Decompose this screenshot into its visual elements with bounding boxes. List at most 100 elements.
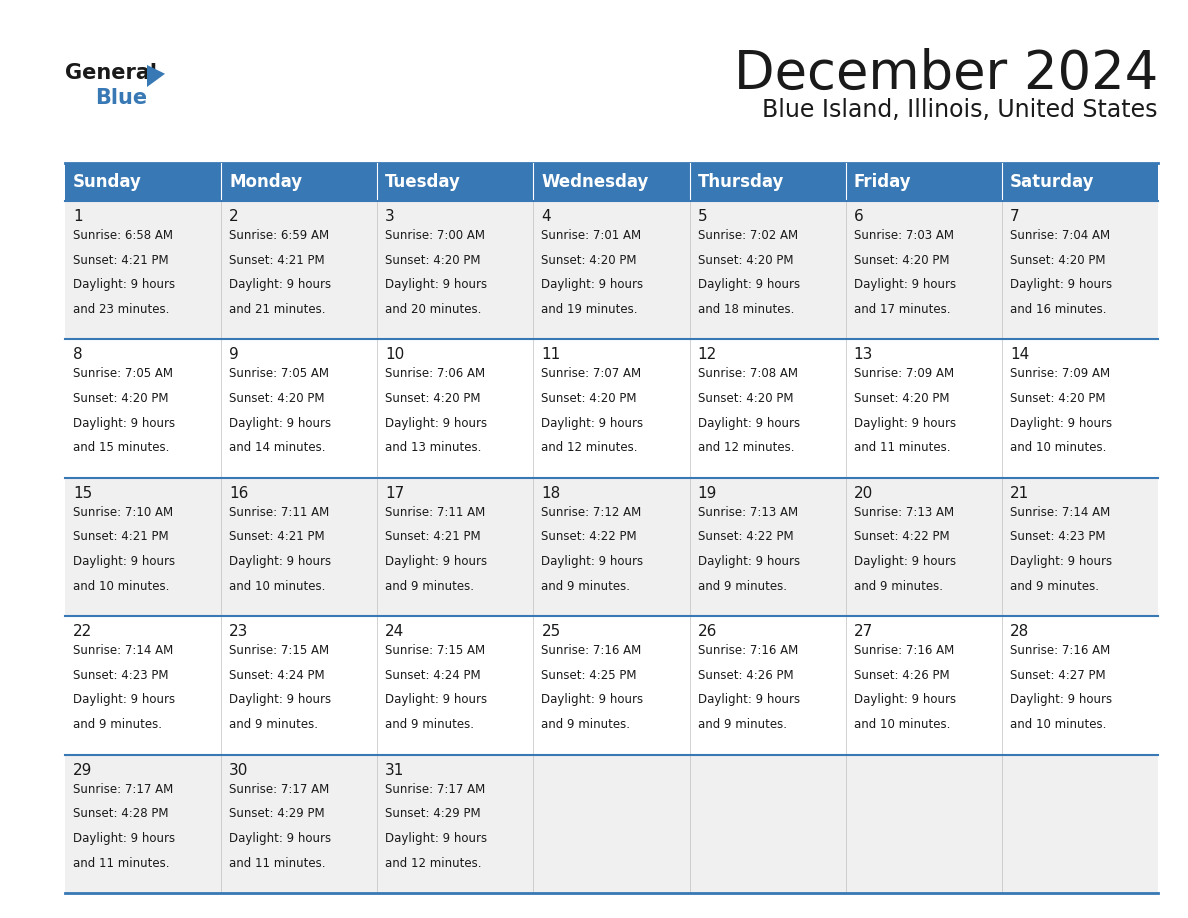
Text: 8: 8 (72, 347, 83, 363)
Bar (689, 201, 846, 340)
Text: and 10 minutes.: and 10 minutes. (1010, 442, 1106, 454)
Text: 5: 5 (697, 209, 707, 224)
Text: Sunset: 4:29 PM: Sunset: 4:29 PM (385, 807, 481, 821)
Bar (65, 201, 221, 340)
Text: Sunset: 4:29 PM: Sunset: 4:29 PM (229, 807, 324, 821)
Text: Sunset: 4:24 PM: Sunset: 4:24 PM (385, 669, 481, 682)
Bar (221, 201, 378, 340)
Text: Sunrise: 7:12 AM: Sunrise: 7:12 AM (542, 506, 642, 519)
Text: and 12 minutes.: and 12 minutes. (385, 856, 482, 869)
Text: Sunrise: 7:00 AM: Sunrise: 7:00 AM (385, 229, 485, 242)
Bar (846, 616, 1001, 755)
Bar (65, 616, 221, 755)
Text: Sunrise: 7:09 AM: Sunrise: 7:09 AM (854, 367, 954, 380)
Text: Thursday: Thursday (697, 173, 784, 191)
Text: Sunset: 4:20 PM: Sunset: 4:20 PM (229, 392, 324, 405)
Text: and 12 minutes.: and 12 minutes. (542, 442, 638, 454)
Bar (1001, 755, 1158, 893)
Text: 9: 9 (229, 347, 239, 363)
Text: and 10 minutes.: and 10 minutes. (72, 579, 170, 593)
Text: Saturday: Saturday (1010, 173, 1094, 191)
Bar (846, 477, 1001, 616)
Bar (533, 340, 689, 477)
Bar (1001, 616, 1158, 755)
Text: 10: 10 (385, 347, 405, 363)
Bar (689, 755, 846, 893)
Bar (65, 340, 221, 477)
Text: Daylight: 9 hours: Daylight: 9 hours (385, 278, 487, 291)
Bar (378, 201, 533, 340)
Text: 21: 21 (1010, 486, 1029, 501)
Text: and 12 minutes.: and 12 minutes. (697, 442, 794, 454)
Text: and 11 minutes.: and 11 minutes. (854, 442, 950, 454)
Bar (689, 477, 846, 616)
Text: 2: 2 (229, 209, 239, 224)
Bar (846, 163, 1001, 201)
Text: Sunrise: 7:17 AM: Sunrise: 7:17 AM (72, 783, 173, 796)
Text: 4: 4 (542, 209, 551, 224)
Bar (846, 201, 1001, 340)
Text: and 18 minutes.: and 18 minutes. (697, 303, 794, 316)
Text: 18: 18 (542, 486, 561, 501)
Text: Tuesday: Tuesday (385, 173, 461, 191)
Bar (533, 616, 689, 755)
Text: 31: 31 (385, 763, 405, 778)
Text: 26: 26 (697, 624, 716, 639)
Text: Sunrise: 7:11 AM: Sunrise: 7:11 AM (229, 506, 329, 519)
Text: Daylight: 9 hours: Daylight: 9 hours (697, 555, 800, 568)
Text: Sunset: 4:21 PM: Sunset: 4:21 PM (229, 531, 324, 543)
Text: and 11 minutes.: and 11 minutes. (72, 856, 170, 869)
Bar (1001, 163, 1158, 201)
Text: Sunrise: 7:13 AM: Sunrise: 7:13 AM (697, 506, 797, 519)
Bar (846, 340, 1001, 477)
Text: Daylight: 9 hours: Daylight: 9 hours (1010, 278, 1112, 291)
Text: 17: 17 (385, 486, 405, 501)
Text: Daylight: 9 hours: Daylight: 9 hours (542, 555, 644, 568)
Text: Sunrise: 7:16 AM: Sunrise: 7:16 AM (1010, 644, 1110, 657)
Text: Sunrise: 7:01 AM: Sunrise: 7:01 AM (542, 229, 642, 242)
Text: Blue Island, Illinois, United States: Blue Island, Illinois, United States (763, 98, 1158, 122)
Text: Sunset: 4:26 PM: Sunset: 4:26 PM (697, 669, 794, 682)
Text: Sunrise: 7:16 AM: Sunrise: 7:16 AM (697, 644, 798, 657)
Text: Sunrise: 7:15 AM: Sunrise: 7:15 AM (385, 644, 486, 657)
Text: Sunrise: 7:08 AM: Sunrise: 7:08 AM (697, 367, 797, 380)
Text: Wednesday: Wednesday (542, 173, 649, 191)
Text: Friday: Friday (854, 173, 911, 191)
Text: Sunrise: 7:16 AM: Sunrise: 7:16 AM (542, 644, 642, 657)
Text: Sunset: 4:20 PM: Sunset: 4:20 PM (542, 392, 637, 405)
Text: Daylight: 9 hours: Daylight: 9 hours (229, 693, 331, 707)
Text: and 10 minutes.: and 10 minutes. (229, 579, 326, 593)
Bar (65, 163, 221, 201)
Text: Sunrise: 7:13 AM: Sunrise: 7:13 AM (854, 506, 954, 519)
Text: Sunset: 4:20 PM: Sunset: 4:20 PM (697, 253, 794, 266)
Text: Sunrise: 7:07 AM: Sunrise: 7:07 AM (542, 367, 642, 380)
Text: Sunset: 4:23 PM: Sunset: 4:23 PM (1010, 531, 1105, 543)
Text: Sunrise: 7:14 AM: Sunrise: 7:14 AM (1010, 506, 1110, 519)
Bar (221, 340, 378, 477)
Text: Daylight: 9 hours: Daylight: 9 hours (72, 693, 175, 707)
Text: and 15 minutes.: and 15 minutes. (72, 442, 170, 454)
Text: and 11 minutes.: and 11 minutes. (229, 856, 326, 869)
Text: Sunset: 4:23 PM: Sunset: 4:23 PM (72, 669, 169, 682)
Text: and 21 minutes.: and 21 minutes. (229, 303, 326, 316)
Text: and 10 minutes.: and 10 minutes. (1010, 718, 1106, 731)
Text: Daylight: 9 hours: Daylight: 9 hours (1010, 555, 1112, 568)
Text: and 9 minutes.: and 9 minutes. (385, 718, 474, 731)
Text: Daylight: 9 hours: Daylight: 9 hours (854, 417, 956, 430)
Text: Daylight: 9 hours: Daylight: 9 hours (542, 278, 644, 291)
Text: 7: 7 (1010, 209, 1019, 224)
Text: Daylight: 9 hours: Daylight: 9 hours (72, 417, 175, 430)
Text: Daylight: 9 hours: Daylight: 9 hours (229, 555, 331, 568)
Text: Sunrise: 7:14 AM: Sunrise: 7:14 AM (72, 644, 173, 657)
Text: and 14 minutes.: and 14 minutes. (229, 442, 326, 454)
Text: Sunset: 4:20 PM: Sunset: 4:20 PM (1010, 392, 1105, 405)
Bar (378, 163, 533, 201)
Text: Sunset: 4:20 PM: Sunset: 4:20 PM (385, 392, 481, 405)
Text: 23: 23 (229, 624, 248, 639)
Text: Sunrise: 7:09 AM: Sunrise: 7:09 AM (1010, 367, 1110, 380)
Text: and 23 minutes.: and 23 minutes. (72, 303, 170, 316)
Text: 16: 16 (229, 486, 248, 501)
Text: Sunrise: 7:15 AM: Sunrise: 7:15 AM (229, 644, 329, 657)
Text: Sunset: 4:21 PM: Sunset: 4:21 PM (229, 253, 324, 266)
Text: 27: 27 (854, 624, 873, 639)
